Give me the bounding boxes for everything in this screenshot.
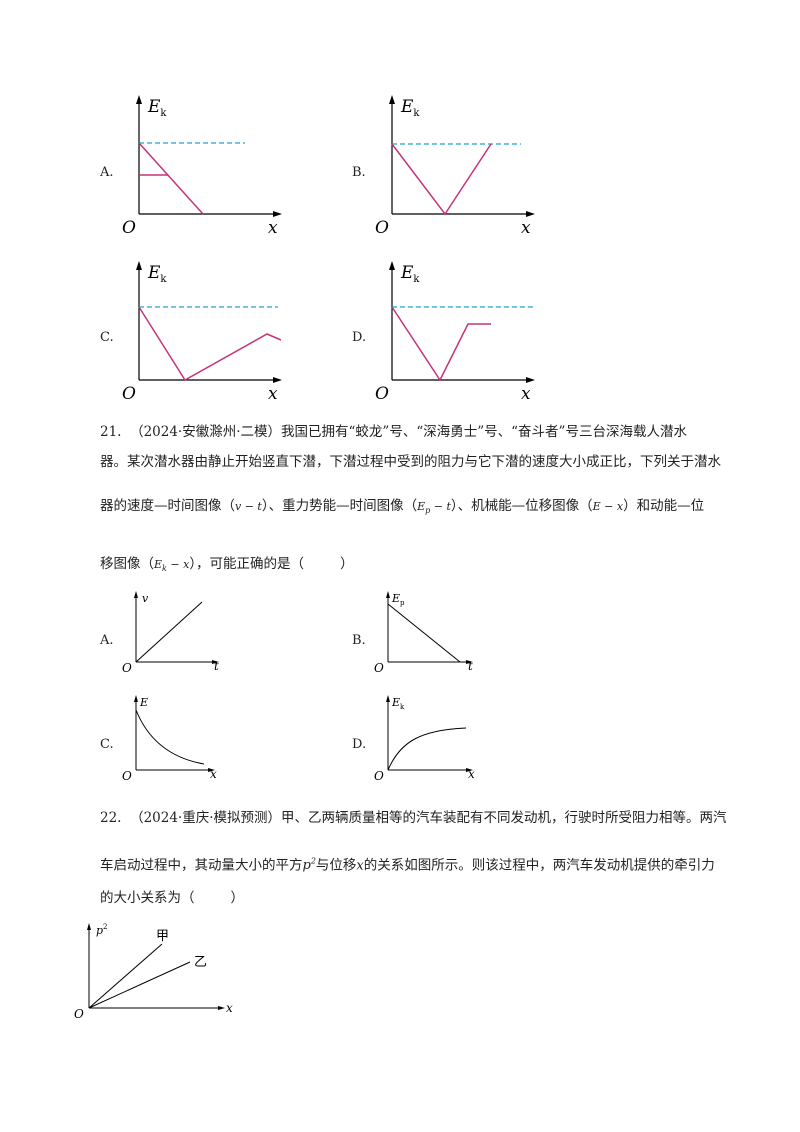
origin-label: O: [122, 218, 136, 238]
ep-t-line: [387, 603, 461, 663]
y-axis-label: Ep: [391, 592, 405, 607]
y-axis-label: E: [139, 696, 148, 709]
y-axis-label: v: [142, 592, 149, 605]
line-jia: [88, 943, 163, 1009]
v-t-line: [135, 601, 203, 663]
q22-line-2: 车启动过程中，其动量大小的平方p2与位移x的关系如图所示。则该过程中，两汽车发动…: [100, 857, 715, 874]
option-b-label: B.: [352, 165, 366, 180]
q21-line-4: 移图像（Ek − x），可能正确的是（）: [100, 556, 354, 574]
y-axis-arrow: [87, 923, 91, 930]
y-axis-label: Ek: [147, 263, 167, 285]
graph-q20-b: Ek O x: [375, 95, 535, 238]
graph-q21-a: v O t: [122, 591, 219, 675]
ek-curve: [391, 306, 491, 382]
y-axis-arrow: [136, 261, 142, 270]
q22-line-1: 22. （2024·重庆·模拟预测）甲、乙两辆质量相等的汽车装配有不同发动机，行…: [100, 810, 727, 826]
graph-q20-d: Ek O x: [375, 261, 535, 404]
x-axis-arrow: [208, 768, 215, 772]
origin-label: O: [375, 218, 389, 238]
q22-source: （2024·重庆·模拟预测）: [130, 810, 282, 826]
graph-q21-b: Ep O t: [374, 591, 473, 675]
x-axis-arrow: [218, 1006, 225, 1010]
graph-q22: p2 O x 甲 乙: [74, 923, 233, 1021]
q21-option-b-label: B.: [352, 633, 366, 648]
y-axis-arrow: [389, 95, 395, 104]
ek-x-curve: [387, 727, 467, 771]
graph-q20-a: Ek O x: [122, 95, 282, 238]
q21-source: （2024·安徽滁州·二模）: [130, 424, 282, 440]
q21-option-a-label: A.: [100, 633, 114, 648]
x-axis-arrow: [273, 377, 282, 383]
x-axis-label: x: [521, 218, 531, 238]
ek-curve: [138, 306, 282, 382]
x-axis-label: x: [210, 767, 217, 781]
x-axis-arrow: [466, 660, 473, 664]
e-x-curve: [135, 709, 205, 765]
origin-label: O: [122, 384, 136, 404]
option-c-label: C.: [100, 330, 114, 345]
x-axis-arrow: [466, 768, 473, 772]
y-axis-label: p2: [96, 923, 108, 937]
x-axis-label: x: [268, 218, 278, 238]
graph-q21-c: E O x: [122, 695, 217, 783]
x-axis-label: t: [468, 659, 473, 673]
origin-label: O: [122, 769, 132, 783]
q21-number: 21.: [100, 424, 122, 440]
x-axis-label: x: [468, 767, 475, 781]
line-yi: [88, 961, 191, 1009]
x-axis-arrow: [273, 211, 282, 217]
q21-line-3: 器的速度—时间图像（v − t）、重力势能—时间图像（Ep − t）、机械能—位…: [100, 498, 705, 516]
y-axis-arrow: [136, 95, 142, 104]
option-d-label: D.: [352, 330, 367, 345]
q21-line-2: 器。某次潜水器由静止开始竖直下潜，下潜过程中受到的阻力与它下潜的速度大小成正比，…: [100, 454, 721, 470]
y-axis-label: Ek: [391, 696, 405, 711]
x-axis-arrow: [526, 377, 535, 383]
q21-option-c-label: C.: [100, 737, 114, 752]
graph-q20-c: Ek O x: [122, 261, 282, 404]
origin-label: O: [122, 661, 132, 675]
origin-label: O: [374, 769, 384, 783]
y-axis-arrow: [386, 591, 390, 598]
ek-curve: [138, 142, 204, 215]
y-axis-arrow: [134, 591, 138, 598]
y-axis-label: Ek: [400, 97, 420, 119]
y-axis-arrow: [389, 261, 395, 270]
x-axis-arrow: [212, 660, 219, 664]
origin-label: O: [374, 661, 384, 675]
x-axis-label: t: [214, 659, 219, 673]
x-axis-arrow: [526, 211, 535, 217]
origin-label: O: [74, 1007, 84, 1021]
label-jia: 甲: [156, 929, 169, 944]
y-axis-arrow: [134, 695, 138, 702]
y-axis-label: Ek: [400, 263, 420, 285]
y-axis-label: Ek: [147, 97, 167, 119]
option-a-label: A.: [100, 165, 114, 180]
q22-line-3: 的大小关系为（）: [100, 890, 244, 906]
label-yi: 乙: [194, 955, 207, 970]
q21-option-d-label: D.: [352, 737, 367, 752]
graph-q21-d: Ek O x: [374, 695, 475, 783]
x-axis-label: x: [226, 1001, 233, 1015]
ek-curve: [391, 143, 492, 216]
y-axis-arrow: [386, 695, 390, 702]
q22-number: 22.: [100, 810, 122, 826]
q21-line-1: 21. （2024·安徽滁州·二模）我国已拥有“蛟龙”号、“深海勇士”号、“奋斗…: [100, 424, 687, 440]
origin-label: O: [375, 384, 389, 404]
x-axis-label: x: [268, 384, 278, 404]
x-axis-label: x: [521, 384, 531, 404]
